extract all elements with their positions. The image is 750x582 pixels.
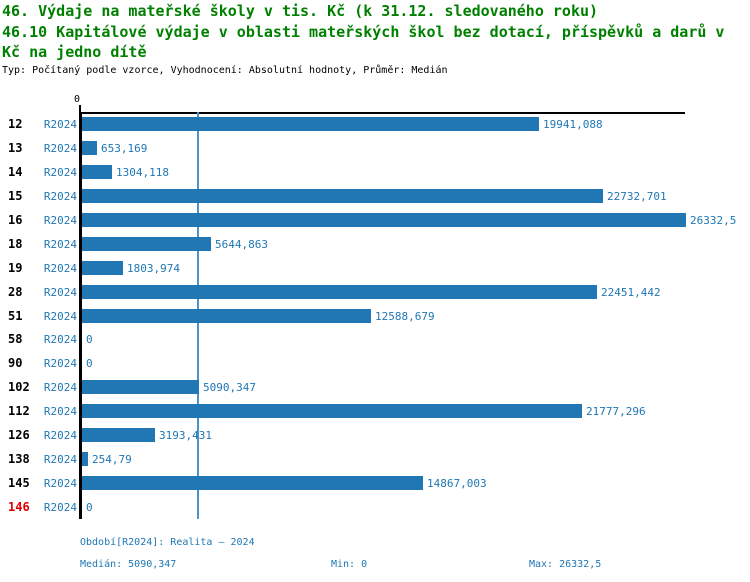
bar bbox=[82, 404, 582, 419]
chart-row: 16 R2024 26332,5 bbox=[0, 212, 750, 227]
bar bbox=[82, 380, 199, 395]
row-id: 12 bbox=[8, 117, 23, 131]
row-id: 102 bbox=[8, 380, 30, 395]
row-id: 14 bbox=[8, 164, 23, 179]
title-line-1: 46. Výdaje na mateřské školy v tis. Kč (… bbox=[2, 2, 599, 20]
row-id: 145 bbox=[8, 476, 30, 491]
footer-min: Min: 0 bbox=[331, 559, 368, 570]
bar-value-label: 0 bbox=[86, 333, 93, 347]
footer-max: Max: 26332,5 bbox=[529, 559, 602, 570]
row-series-label: R2024 bbox=[43, 357, 77, 371]
chart-row: 146 R2024 0 bbox=[0, 500, 750, 514]
row-series-label: R2024 bbox=[43, 141, 77, 155]
chart-row: 15 R2024 22732,701 bbox=[0, 188, 750, 203]
row-series-label: R2024 bbox=[43, 477, 77, 491]
row-id: 13 bbox=[8, 140, 23, 155]
chart-row: 102 R2024 5090,347 bbox=[0, 380, 750, 395]
title-line-2: 46.10 Kapitálové výdaje v oblasti mateřs… bbox=[2, 22, 725, 41]
row-series-label: R2024 bbox=[43, 381, 77, 395]
bar bbox=[82, 428, 155, 443]
bar bbox=[82, 284, 597, 299]
title-line-3: Kč na jedno dítě bbox=[2, 43, 147, 61]
row-series-label: R2024 bbox=[43, 285, 77, 299]
row-id: 90 bbox=[8, 356, 23, 371]
chart-row: 58 R2024 0 bbox=[0, 332, 750, 346]
bar-value-label: 653,169 bbox=[101, 141, 148, 155]
row-series-label: R2024 bbox=[43, 165, 77, 179]
row-series-label: R2024 bbox=[43, 333, 77, 347]
row-id: 51 bbox=[8, 308, 23, 323]
bar-chart: 0 12 R2024 19941,088 13 R2024 653,169 14… bbox=[0, 94, 750, 531]
bar-value-label: 1304,118 bbox=[116, 165, 169, 179]
x-axis-zero-tick-label: 0 bbox=[74, 94, 81, 105]
bar-value-label: 1803,974 bbox=[127, 261, 180, 275]
bar bbox=[82, 476, 423, 491]
row-series-label: R2024 bbox=[43, 501, 77, 515]
row-id: 28 bbox=[8, 284, 23, 299]
chart-row: 19 R2024 1803,974 bbox=[0, 260, 750, 275]
bar-value-label: 254,79 bbox=[92, 453, 132, 467]
row-series-label: R2024 bbox=[43, 189, 77, 203]
row-id: 19 bbox=[8, 260, 23, 275]
bar-value-label: 22732,701 bbox=[607, 189, 667, 203]
bar-value-label: 14867,003 bbox=[427, 477, 487, 491]
chart-row: 112 R2024 21777,296 bbox=[0, 404, 750, 419]
row-series-label: R2024 bbox=[43, 309, 77, 323]
row-id: 112 bbox=[8, 404, 30, 419]
y-axis-line bbox=[79, 112, 82, 519]
row-id: 16 bbox=[8, 212, 23, 227]
footer-period: Období[R2024]: Realita – 2024 bbox=[80, 537, 255, 548]
bar bbox=[82, 452, 88, 467]
report-title: 46. Výdaje na mateřské školy v tis. Kč (… bbox=[2, 1, 724, 63]
bar bbox=[82, 117, 539, 131]
bar-value-label: 0 bbox=[86, 357, 93, 371]
chart-row: 126 R2024 3193,431 bbox=[0, 428, 750, 443]
chart-row: 145 R2024 14867,003 bbox=[0, 476, 750, 491]
bar-value-label: 5090,347 bbox=[203, 381, 256, 395]
bar bbox=[82, 260, 123, 275]
row-id: 58 bbox=[8, 332, 23, 347]
bar-value-label: 26332,5 bbox=[690, 213, 737, 227]
x-axis-tick-mark bbox=[79, 105, 81, 112]
chart-row: 12 R2024 19941,088 bbox=[0, 117, 750, 131]
chart-row: 138 R2024 254,79 bbox=[0, 452, 750, 467]
row-id: 138 bbox=[8, 452, 30, 467]
bar bbox=[82, 212, 686, 227]
bar bbox=[82, 308, 371, 323]
row-series-label: R2024 bbox=[43, 237, 77, 251]
row-id: 15 bbox=[8, 188, 23, 203]
row-series-label: R2024 bbox=[43, 453, 77, 467]
row-series-label: R2024 bbox=[43, 213, 77, 227]
bar-value-label: 5644,863 bbox=[215, 237, 268, 251]
bar-value-label: 22451,442 bbox=[601, 285, 661, 299]
bar bbox=[82, 188, 603, 203]
chart-row: 18 R2024 5644,863 bbox=[0, 236, 750, 251]
row-series-label: R2024 bbox=[43, 261, 77, 275]
footer-median: Medián: 5090,347 bbox=[80, 559, 177, 570]
row-series-label: R2024 bbox=[43, 118, 77, 131]
bar-value-label: 21777,296 bbox=[586, 405, 646, 419]
chart-row: 51 R2024 12588,679 bbox=[0, 308, 750, 323]
chart-row: 13 R2024 653,169 bbox=[0, 140, 750, 155]
chart-row: 14 R2024 1304,118 bbox=[0, 164, 750, 179]
bar bbox=[82, 140, 97, 155]
row-series-label: R2024 bbox=[43, 405, 77, 419]
x-axis-line bbox=[79, 112, 685, 114]
report-subtitle: Typ: Počítaný podle vzorce, Vyhodnocení:… bbox=[2, 65, 448, 76]
bar-value-label: 12588,679 bbox=[375, 309, 435, 323]
bar-value-label: 0 bbox=[86, 501, 93, 515]
bar bbox=[82, 236, 211, 251]
chart-row: 90 R2024 0 bbox=[0, 356, 750, 370]
chart-row: 28 R2024 22451,442 bbox=[0, 284, 750, 299]
bar bbox=[82, 164, 112, 179]
row-id: 18 bbox=[8, 236, 23, 251]
row-series-label: R2024 bbox=[43, 429, 77, 443]
bar-value-label: 3193,431 bbox=[159, 429, 212, 443]
row-id: 146 bbox=[8, 500, 30, 515]
bar-value-label: 19941,088 bbox=[543, 118, 603, 131]
row-id: 126 bbox=[8, 428, 30, 443]
